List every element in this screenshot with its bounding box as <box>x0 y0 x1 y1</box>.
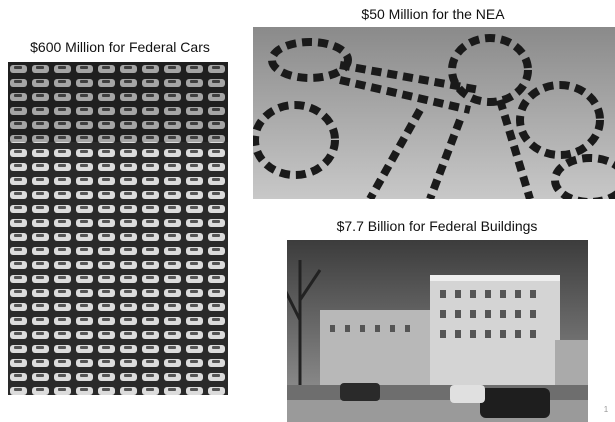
slide-number: 1 <box>604 405 609 414</box>
caption: $600 Million for Federal Cars <box>30 39 210 55</box>
slide: $600 Million for Federal Cars $50 Millio… <box>0 0 615 422</box>
photo-sculpture <box>253 27 615 202</box>
caption: $50 Million for the NEA <box>361 6 505 22</box>
photo-cars <box>8 62 228 395</box>
photo-buildings <box>285 240 588 422</box>
caption: $7.7 Billion for Federal Buildings <box>337 218 538 234</box>
